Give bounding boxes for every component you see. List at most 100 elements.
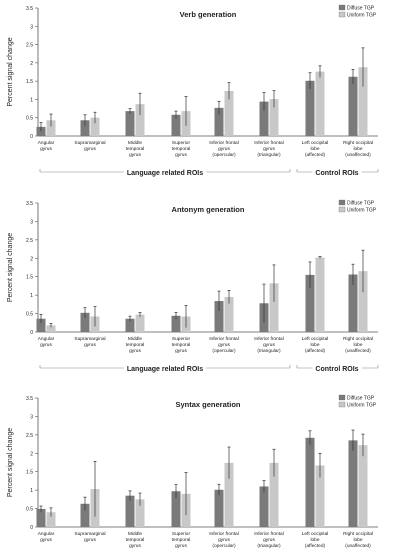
x-tick-label: Right occipital [343, 140, 373, 146]
legend-label: Uniform TGP [347, 208, 377, 214]
y-tick-label: 0 [30, 134, 33, 140]
bar [358, 445, 368, 527]
legend-label: Diffuse TGP [347, 396, 375, 402]
x-tick-label: (opercular) [212, 152, 236, 158]
x-tick-label: (affected) [305, 543, 326, 549]
x-tick-label: (opercular) [212, 348, 236, 354]
x-tick-label: lobe [310, 342, 319, 348]
y-axis-label: Percent signal change [7, 37, 14, 106]
legend-swatch [338, 199, 346, 206]
x-tick-label: gyrus [40, 146, 52, 152]
bar [315, 71, 325, 136]
label-backdrop [312, 169, 362, 178]
bar [358, 271, 368, 332]
legend-swatch [338, 206, 346, 213]
legend-label: Uniform TGP [347, 13, 377, 19]
x-tick-label: gyrus [175, 348, 187, 354]
y-tick-label: 2.5 [26, 238, 33, 244]
chart-panel-3: 0 0.5 1 1.5 2 2.5 3 3.5 Percent signal change Syn… [7, 394, 378, 549]
bar [80, 312, 90, 332]
x-tick-label: Angular [38, 140, 55, 146]
x-tick-label: lobe [353, 537, 362, 543]
bar [46, 325, 56, 332]
bar [224, 91, 234, 136]
x-tick-label: (triangular) [257, 348, 281, 354]
y-tick-label: 2 [30, 61, 33, 67]
x-tick-label: gyrus [218, 537, 230, 543]
group-label-control: Control ROIs [315, 170, 358, 177]
x-tick-label: Angular [38, 531, 55, 537]
x-tick-label: Left occipital [302, 336, 329, 342]
y-tick-label: 1.5 [26, 79, 33, 85]
x-tick-label: temporal [172, 146, 191, 152]
x-tick-label: gyrus [263, 146, 275, 152]
y-tick-label: 1 [30, 97, 33, 103]
y-tick-label: 0 [30, 330, 33, 336]
x-tick-label: gyrus [84, 537, 96, 543]
x-tick-label: (affected) [305, 348, 326, 354]
x-tick-label: Supramarginal [74, 336, 105, 342]
bar [315, 257, 325, 332]
y-tick-label: 0.5 [26, 312, 33, 318]
x-tick-label: gyrus [84, 146, 96, 152]
bar [348, 440, 358, 527]
y-tick-label: 3.5 [26, 6, 33, 12]
x-tick-label: gyrus [84, 342, 96, 348]
y-tick-label: 3.5 [26, 201, 33, 207]
chart-title: Syntax generation [175, 400, 240, 409]
y-tick-label: 1 [30, 488, 33, 494]
x-tick-label: (opercular) [212, 543, 236, 549]
x-tick-label: gyrus [129, 152, 141, 158]
bar [348, 76, 358, 136]
x-tick-label: Inferior frontal [209, 336, 239, 342]
bar [125, 111, 135, 136]
y-tick-label: 3 [30, 414, 33, 420]
chart-panel-1: 0 0.5 1 1.5 2 2.5 3 3.5 Percent signal change Ver… [7, 4, 379, 178]
bar [315, 465, 325, 527]
x-tick-label: gyrus [175, 152, 187, 158]
legend-label: Uniform TGP [347, 403, 377, 409]
y-tick-label: 1.5 [26, 275, 33, 281]
bar [46, 120, 56, 136]
bar [348, 274, 358, 332]
bar [214, 107, 224, 136]
x-tick-label: Middle [128, 531, 142, 537]
x-tick-label: (affected) [305, 152, 326, 158]
y-tick-label: 0.5 [26, 507, 33, 513]
y-tick-label: 3 [30, 219, 33, 225]
bar [259, 486, 269, 527]
chart-title: Antonym generation [172, 205, 245, 214]
x-tick-label: Inferior frontal [254, 336, 284, 342]
bar [269, 99, 279, 136]
group-label-language: Language related ROIs [127, 170, 203, 177]
bar [269, 462, 279, 527]
bar [358, 67, 368, 136]
x-tick-label: Inferior frontal [254, 531, 284, 537]
x-tick-label: gyrus [129, 348, 141, 354]
label-backdrop [123, 169, 207, 178]
x-tick-label: temporal [172, 342, 191, 348]
y-tick-label: 2 [30, 451, 33, 457]
x-tick-label: (unaffected) [345, 348, 371, 354]
y-tick-label: 3.5 [26, 396, 33, 402]
bar [135, 499, 145, 527]
chart-title: Verb generation [180, 10, 237, 19]
x-tick-label: Right occipital [343, 531, 373, 537]
y-axis-label: Percent signal change [7, 428, 14, 497]
x-tick-label: Superior [172, 336, 191, 342]
label-backdrop [312, 365, 362, 374]
x-tick-label: Supramarginal [74, 140, 105, 146]
x-tick-label: gyrus [175, 543, 187, 549]
x-tick-label: (triangular) [257, 152, 281, 158]
bar [305, 274, 315, 332]
legend-swatch [338, 4, 346, 11]
x-tick-label: Middle [128, 336, 142, 342]
legend-swatch [338, 11, 346, 18]
y-tick-label: 2 [30, 256, 33, 262]
y-tick-label: 2.5 [26, 43, 33, 49]
x-tick-label: gyrus [40, 342, 52, 348]
x-tick-label: gyrus [263, 537, 275, 543]
bar [171, 315, 181, 332]
x-tick-label: lobe [310, 537, 319, 543]
